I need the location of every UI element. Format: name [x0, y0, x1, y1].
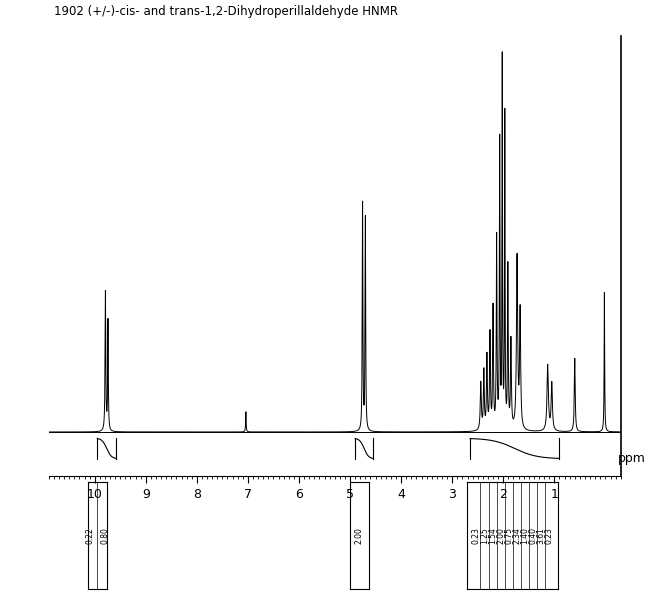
Text: 1902 (+/-)-cis- and trans-1,2-Dihydroperillaldehyde HNMR: 1902 (+/-)-cis- and trans-1,2-Dihydroper…	[55, 5, 398, 18]
Text: 2.34: 2.34	[512, 527, 521, 544]
Text: 1.40: 1.40	[521, 527, 530, 544]
Text: 1.25: 1.25	[480, 527, 489, 544]
Text: 0.22: 0.22	[85, 527, 94, 544]
Text: ppm: ppm	[618, 452, 646, 465]
Text: 2.00: 2.00	[496, 527, 505, 544]
Text: 3.61: 3.61	[537, 527, 545, 544]
Text: 0.75: 0.75	[504, 527, 514, 544]
Text: 0.80: 0.80	[101, 527, 110, 544]
Text: 1.54: 1.54	[488, 527, 497, 544]
Text: 0.40: 0.40	[528, 527, 538, 544]
Text: 2.00: 2.00	[355, 527, 364, 544]
Text: 0.23: 0.23	[472, 527, 481, 544]
Text: 0.23: 0.23	[545, 527, 554, 544]
